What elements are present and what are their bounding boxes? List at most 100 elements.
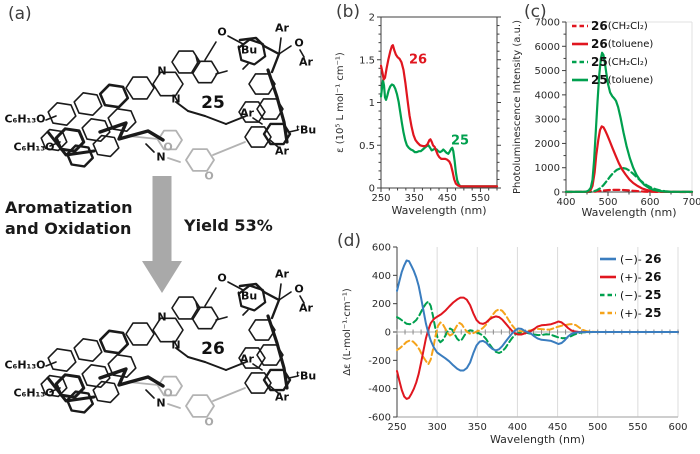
yield-text: Yield 53%: [184, 216, 273, 235]
bond: [227, 35, 244, 45]
bond: [242, 309, 249, 316]
y-axis-title: Photoluminescence Intensity (a.u.): [512, 20, 523, 194]
bold-bond: [238, 36, 266, 48]
legend-compound: 26: [591, 37, 608, 51]
atom-label-hexyloxy: C₆H₁₃O: [4, 112, 46, 126]
chart-d-legend: (−)- 26 (+)- 26 (−)- 25 (+)- 25: [600, 250, 661, 322]
y-tick-label: 4000: [535, 90, 560, 101]
x-tick-label: 350: [405, 193, 424, 204]
chart-b-canvas: 250 350 450 550 0 0.5 1 1.5 2 Wavelength (nm) ε (1…: [335, 13, 501, 217]
benzene-ring: [244, 372, 272, 394]
bond: [278, 291, 292, 301]
bond: [204, 287, 217, 307]
benzene-ring: [65, 390, 95, 414]
legend-swatch: [600, 293, 616, 297]
atom-label-ar: Ar: [275, 144, 289, 158]
y-tick-label: 7000: [535, 18, 560, 29]
benzene-ring: [171, 296, 201, 320]
y-tick-label: 6000: [535, 42, 560, 53]
legend-compound: 25: [644, 288, 662, 302]
bond: [242, 63, 249, 70]
y-tick-label: -400: [368, 384, 391, 395]
benzene-ring: [185, 394, 215, 418]
reaction-text: Aromatization and Oxidation: [5, 197, 133, 239]
x-tick-label: 550: [628, 422, 647, 433]
legend-item: (−)- 26: [600, 250, 661, 268]
x-tick-label: 400: [556, 197, 575, 208]
bond: [145, 143, 155, 153]
x-tick-label: 600: [640, 197, 659, 208]
legend-prefix: (−)-: [620, 288, 642, 302]
bond: [252, 363, 263, 371]
bond: [288, 375, 299, 379]
legend-prefix: (−)-: [620, 252, 642, 266]
legend-solvent: (toluene): [607, 38, 654, 50]
curve-label-26: 26: [408, 52, 428, 68]
y-tick-label: 3000: [535, 115, 560, 126]
y-axis-title: ε (10⁵ L mol⁻¹ cm⁻¹): [335, 52, 346, 153]
benzene-ring: [92, 380, 120, 404]
series-25-toluene-: [564, 51, 694, 193]
benzene-ring: [152, 71, 184, 97]
bond: [278, 45, 292, 55]
legend-solvent: (CH₂Cl₂): [607, 56, 648, 68]
bold-bond: [266, 314, 289, 390]
x-tick-label: 600: [668, 422, 687, 433]
atom-label-o: O: [204, 415, 214, 429]
bond: [145, 389, 155, 399]
atom-label-hexyloxy: C₆H₁₃O: [13, 386, 55, 400]
legend-swatch: [600, 275, 616, 279]
y-tick-label: 400: [372, 271, 391, 282]
bond: [204, 361, 227, 371]
benzene-ring: [157, 375, 183, 397]
atom-label-hexyloxy: C₆H₁₃O: [4, 358, 46, 372]
atom-label-o: O: [204, 169, 214, 183]
y-tick-label: 1000: [535, 163, 560, 174]
benzene-ring: [171, 50, 201, 74]
series-26-ch2cl2-: [564, 188, 694, 194]
benzene-ring: [191, 60, 219, 84]
structure-25-skeleton: [40, 35, 305, 172]
y-tick-label: 0.5: [359, 141, 375, 152]
x-tick-label: 350: [468, 422, 487, 433]
bond: [262, 44, 281, 56]
bond: [187, 356, 206, 363]
series-25: [379, 79, 499, 188]
panel-label-a: (a): [8, 4, 32, 24]
bond: [270, 298, 281, 320]
atom-label-tbu: ᵗBu: [295, 369, 317, 383]
bond: [227, 281, 244, 291]
atom-label-tbu: ᵗBu: [236, 43, 258, 57]
atom-label-ar: Ar: [299, 301, 313, 315]
x-tick-label: 500: [588, 422, 607, 433]
benzene-ring: [125, 322, 155, 346]
benzene-ring: [81, 364, 111, 388]
benzene-ring: [185, 148, 215, 172]
reaction-text-line2: and Oxidation: [5, 219, 132, 238]
atom-label-o: O: [217, 25, 227, 39]
bond: [195, 301, 199, 311]
atom-label-o: O: [294, 36, 304, 50]
legend-swatch: [600, 257, 616, 261]
atom-label-o: O: [217, 271, 227, 285]
reaction-text-line1: Aromatization: [5, 198, 133, 217]
chart-c-legend: 26 (CH₂Cl₂) 26 (toluene) 25 (CH₂Cl₂) 25 (toluen…: [572, 17, 653, 89]
legend-item: 26 (CH₂Cl₂): [572, 17, 653, 35]
benzene-ring: [98, 329, 130, 355]
y-tick-label: 5000: [535, 66, 560, 77]
atom-label-n: N: [157, 310, 167, 324]
chart-c-canvas: 400 500 600 7000100020003000400050006000700…: [512, 18, 700, 220]
panel-label-b: (b): [336, 2, 361, 22]
chart-d-cd-spectra: 250 300 350 400 450 500 550 600 -600 -400 -200 0 200…: [330, 228, 700, 454]
legend-swatch: [572, 24, 588, 28]
y-tick-label: 200: [372, 299, 391, 310]
bold-bond: [46, 130, 96, 157]
bond: [262, 290, 281, 302]
series-----25: [396, 300, 679, 354]
series--+--25: [396, 308, 679, 366]
curve-label-25: 25: [450, 133, 470, 149]
bond: [225, 361, 247, 371]
y-tick-label: 2000: [535, 139, 560, 150]
chart-b-absorption: 250 350 450 550 0 0.5 1 1.5 2 Wavelength (nm) ε (1…: [330, 0, 512, 225]
